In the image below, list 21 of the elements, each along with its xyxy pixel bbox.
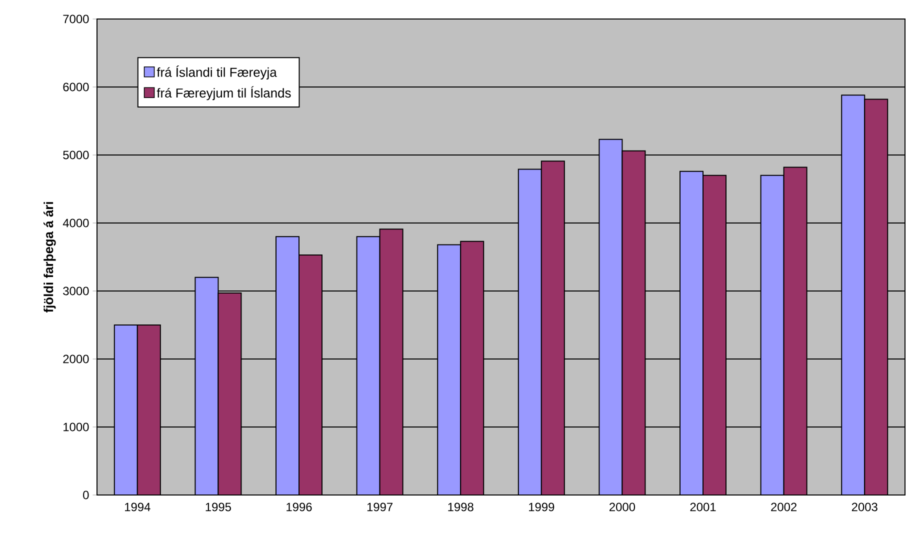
x-tick-label: 2002 bbox=[771, 502, 797, 512]
x-tick-label: 1997 bbox=[367, 502, 392, 512]
x-tick-label: 1998 bbox=[448, 502, 474, 512]
legend-label: frá Færeyjum til Íslands bbox=[156, 86, 291, 100]
x-tick-label: 1996 bbox=[286, 502, 312, 512]
y-axis-title: fjöldi farþega á ári bbox=[44, 202, 56, 313]
x-tick-label: 2003 bbox=[852, 502, 878, 512]
y-tick-label: 3000 bbox=[63, 286, 89, 296]
y-tick-label: 4000 bbox=[62, 218, 89, 228]
x-tick-label: 1995 bbox=[206, 502, 231, 512]
y-tick-label: 7000 bbox=[63, 14, 89, 24]
y-tick-label: 1000 bbox=[64, 422, 89, 432]
x-tick-label: 1999 bbox=[529, 502, 554, 512]
legend-label: frá Íslandi til Færeyja bbox=[156, 66, 277, 80]
y-tick-label: 5000 bbox=[63, 150, 89, 160]
x-tick-label: 1994 bbox=[125, 502, 150, 512]
x-tick-label: 2001 bbox=[690, 502, 716, 512]
y-tick-label: 0 bbox=[83, 490, 89, 500]
x-tick-label: 2000 bbox=[610, 502, 636, 512]
y-tick-label: 6000 bbox=[63, 82, 89, 92]
y-tick-label: 2000 bbox=[63, 354, 89, 364]
